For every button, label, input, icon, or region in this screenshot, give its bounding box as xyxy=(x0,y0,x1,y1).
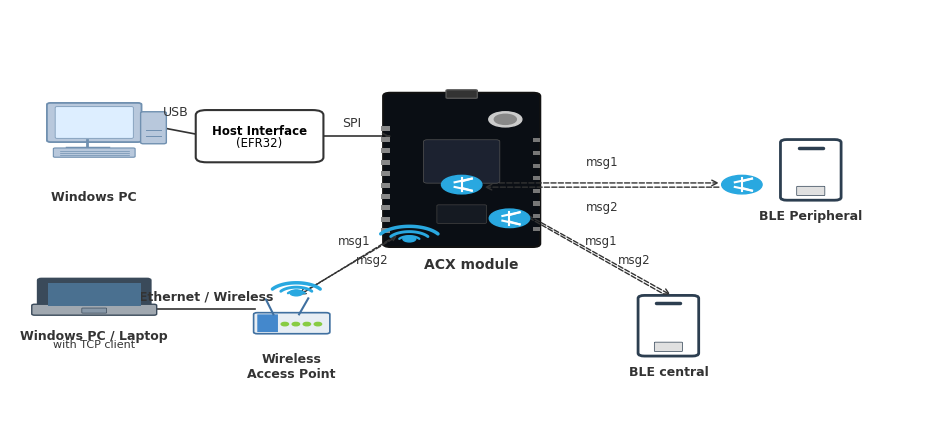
Text: msg2: msg2 xyxy=(586,201,618,214)
Text: msg2: msg2 xyxy=(356,254,388,267)
FancyBboxPatch shape xyxy=(32,304,157,315)
FancyBboxPatch shape xyxy=(38,279,151,310)
FancyBboxPatch shape xyxy=(54,148,135,157)
Bar xyxy=(381,228,390,233)
FancyBboxPatch shape xyxy=(56,107,133,138)
Bar xyxy=(533,151,540,155)
FancyBboxPatch shape xyxy=(446,90,477,98)
Bar xyxy=(533,214,540,218)
FancyBboxPatch shape xyxy=(781,139,841,200)
Bar xyxy=(381,160,390,165)
FancyBboxPatch shape xyxy=(141,112,166,144)
Text: Windows PC / Laptop: Windows PC / Laptop xyxy=(20,330,168,343)
Text: BLE Peripheral: BLE Peripheral xyxy=(759,210,862,223)
Bar xyxy=(381,171,390,176)
Bar xyxy=(381,217,390,222)
Text: msg1: msg1 xyxy=(585,235,618,248)
FancyBboxPatch shape xyxy=(258,314,278,332)
Text: Ethernet / Wireless: Ethernet / Wireless xyxy=(139,291,273,304)
Bar xyxy=(381,137,390,142)
Circle shape xyxy=(303,322,311,326)
Circle shape xyxy=(489,112,522,127)
Bar xyxy=(533,201,540,206)
Text: msg1: msg1 xyxy=(586,156,618,169)
FancyBboxPatch shape xyxy=(796,186,825,195)
FancyBboxPatch shape xyxy=(254,312,330,334)
FancyBboxPatch shape xyxy=(638,296,699,356)
Circle shape xyxy=(721,176,762,194)
Bar xyxy=(533,176,540,180)
Text: msg2: msg2 xyxy=(617,254,650,267)
Bar xyxy=(533,189,540,193)
Circle shape xyxy=(403,236,415,242)
Bar xyxy=(533,138,540,142)
Text: ACX module: ACX module xyxy=(424,258,518,272)
Text: Windows PC: Windows PC xyxy=(51,191,137,204)
Circle shape xyxy=(290,290,303,296)
FancyBboxPatch shape xyxy=(48,283,141,306)
Circle shape xyxy=(292,322,299,326)
Text: msg1: msg1 xyxy=(337,235,370,248)
Circle shape xyxy=(441,176,482,194)
Bar xyxy=(381,182,390,187)
FancyBboxPatch shape xyxy=(196,110,324,162)
FancyBboxPatch shape xyxy=(383,93,540,247)
Circle shape xyxy=(314,322,322,326)
Text: USB: USB xyxy=(163,106,188,119)
FancyBboxPatch shape xyxy=(437,205,487,223)
Bar xyxy=(381,194,390,199)
Bar xyxy=(533,164,540,168)
Circle shape xyxy=(281,322,288,326)
Circle shape xyxy=(494,114,516,124)
FancyBboxPatch shape xyxy=(424,140,500,183)
Bar xyxy=(381,205,390,210)
FancyBboxPatch shape xyxy=(654,342,682,351)
Text: with TCP client: with TCP client xyxy=(53,340,135,350)
Bar xyxy=(533,227,540,231)
Text: Host Interface: Host Interface xyxy=(212,125,307,138)
FancyBboxPatch shape xyxy=(47,103,142,142)
FancyBboxPatch shape xyxy=(82,308,107,313)
Text: Wireless
Access Point: Wireless Access Point xyxy=(248,353,336,381)
Bar xyxy=(381,126,390,131)
Bar xyxy=(381,148,390,153)
Text: SPI: SPI xyxy=(342,117,361,130)
Circle shape xyxy=(489,209,529,228)
Text: (EFR32): (EFR32) xyxy=(236,137,283,150)
Text: BLE central: BLE central xyxy=(629,366,708,379)
